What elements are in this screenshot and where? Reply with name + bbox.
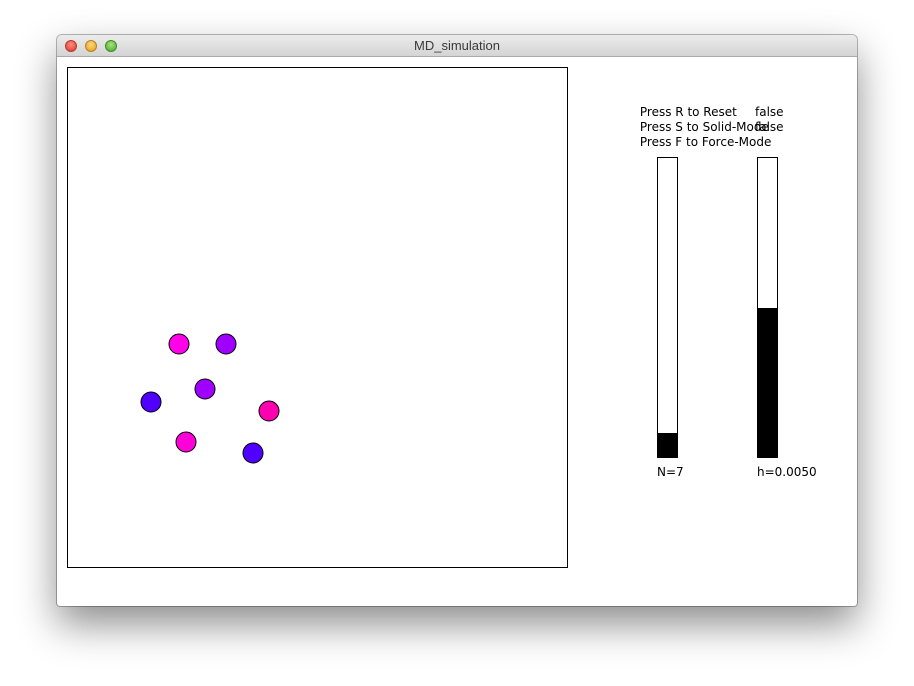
- force-mode-value: false: [755, 120, 784, 134]
- particle: [175, 431, 197, 453]
- timestep-slider[interactable]: [757, 157, 778, 458]
- reset-hint: Press R to Reset: [617, 90, 737, 135]
- title-bar[interactable]: MD_simulation: [57, 35, 857, 57]
- particle: [258, 400, 280, 422]
- solid-mode-value: false: [755, 105, 784, 119]
- particle: [215, 333, 237, 355]
- simulation-canvas[interactable]: [67, 67, 568, 568]
- force-mode-hint-text: Press F to Force-Mode: [639, 135, 772, 149]
- zoom-window-button[interactable]: [105, 40, 117, 52]
- particle-count-slider-fill: [658, 433, 677, 457]
- particle-count-slider[interactable]: [657, 157, 678, 458]
- app-window: MD_simulation Press R to Reset Press S t…: [57, 35, 857, 606]
- particle: [168, 333, 190, 355]
- particle: [194, 378, 216, 400]
- minimize-window-button[interactable]: [85, 40, 97, 52]
- window-title: MD_simulation: [414, 38, 500, 53]
- force-mode-hint: Press F to Force-Mode false: [617, 120, 784, 180]
- reset-hint-text: Press R to Reset: [639, 105, 737, 119]
- solid-mode-hint-text: Press S to Solid-Mode: [639, 120, 769, 134]
- timestep-label: h=0.0050: [757, 465, 817, 479]
- particle: [242, 442, 264, 464]
- particle: [140, 391, 162, 413]
- close-window-button[interactable]: [65, 40, 77, 52]
- particles-layer: [140, 333, 280, 464]
- particle-count-label: N=7: [657, 465, 684, 479]
- timestep-slider-fill: [758, 307, 777, 457]
- solid-mode-hint: Press S to Solid-Mode false: [617, 105, 784, 165]
